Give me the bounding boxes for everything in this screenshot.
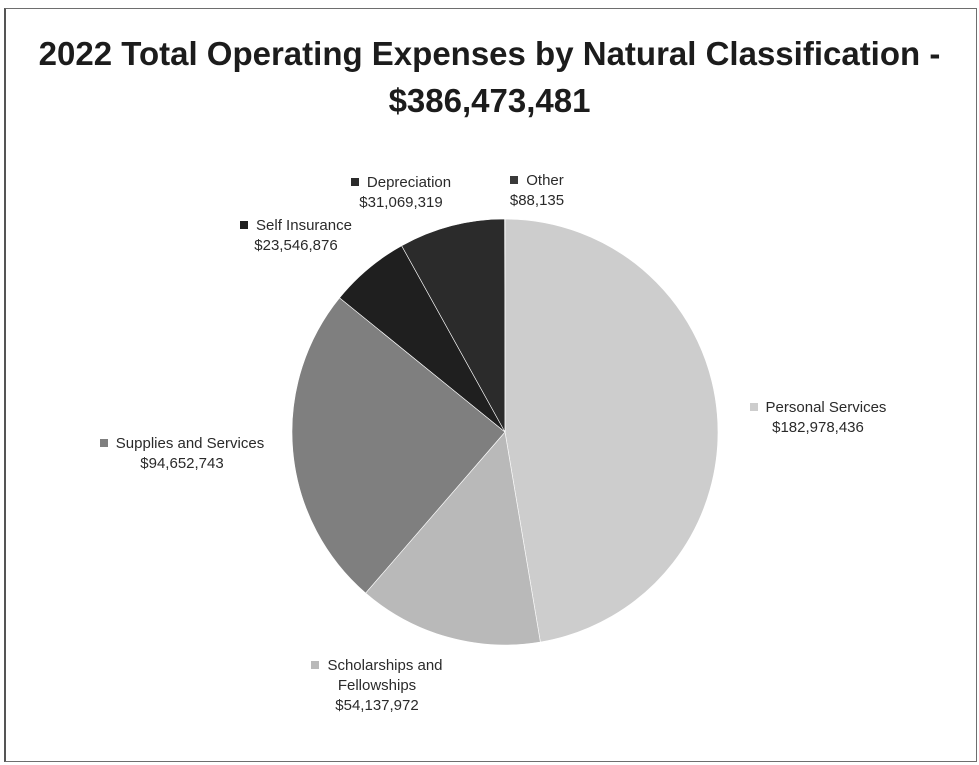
slice-label-supplies-and-services: Supplies and Services $94,652,743 (82, 434, 282, 474)
slice-name: Depreciation (366, 174, 452, 191)
slice-name: Other (526, 172, 564, 189)
pie-slice-scholarships-and-fellowships (365, 431, 541, 646)
legend-key-personal-services (749, 403, 758, 411)
slice-value: $182,978,436 (772, 419, 864, 436)
pie-slice-depreciation (401, 218, 506, 433)
slice-name: Self Insurance (256, 217, 352, 234)
slice-label-scholarships: Scholarships and Fellowships $54,137,972 (292, 656, 462, 716)
pie-slice-personal-services (504, 218, 719, 643)
slice-value: $31,069,319 (359, 194, 443, 211)
legend-key-other (510, 176, 519, 184)
legend-key-supplies-and-services (99, 439, 108, 447)
legend-key-scholarships (311, 661, 320, 669)
legend-key-depreciation (350, 178, 359, 186)
slice-value: $94,652,743 (140, 455, 224, 472)
slice-name: Supplies and Services (115, 435, 265, 452)
slice-label-depreciation: Depreciation $31,069,319 (336, 173, 466, 213)
slice-value: $54,137,972 (335, 697, 419, 714)
slice-name: Personal Services (765, 399, 887, 416)
chart-title: 2022 Total Operating Expenses by Natural… (38, 35, 941, 119)
slice-name: Scholarships and Fellowships (327, 657, 443, 694)
slice-label-personal-services: Personal Services $182,978,436 (738, 398, 898, 438)
slice-label-other: Other $88,135 (492, 171, 582, 211)
slice-value: $88,135 (509, 192, 565, 209)
slice-value: $23,546,876 (254, 237, 338, 254)
legend-key-self-insurance (240, 221, 249, 229)
pie-slice-supplies-and-services (291, 297, 506, 594)
slice-label-self-insurance: Self Insurance $23,546,876 (226, 216, 366, 256)
